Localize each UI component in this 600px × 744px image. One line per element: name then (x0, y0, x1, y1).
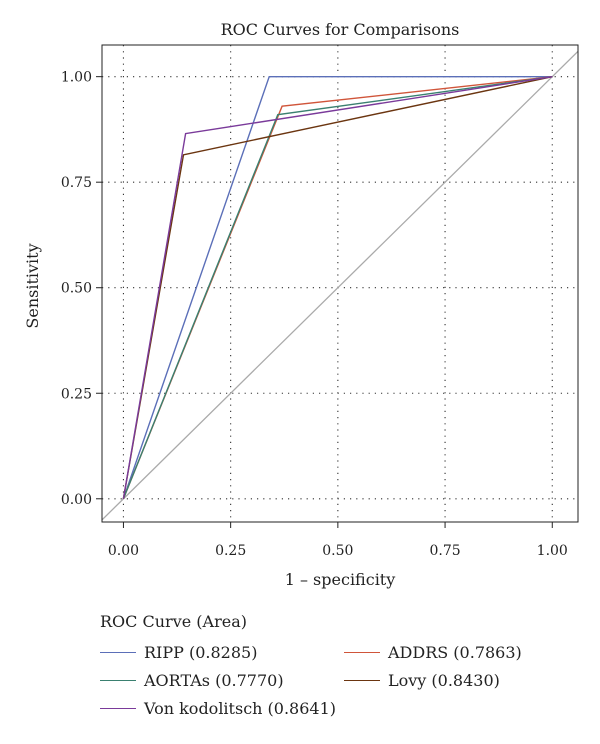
y-tick-label: 0.75 (61, 175, 92, 191)
legend: ROC Curve (Area) RIPP (0.8285) ADDRS (0.7… (100, 612, 570, 720)
legend-swatch (344, 651, 380, 653)
series-lines (122, 75, 553, 500)
y-tick-label: 0.50 (61, 281, 92, 297)
legend-item-aortas: AORTAs (0.7770) (100, 668, 344, 692)
y-tick-label: 0.00 (61, 492, 92, 508)
y-tick-label: 1.00 (61, 70, 92, 86)
chart-title: ROC Curves for Comparisons (221, 20, 460, 39)
legend-swatch (100, 651, 136, 653)
series-line-von-kodolitsch (122, 76, 553, 499)
legend-swatch (100, 679, 136, 681)
roc-chart: ROC Curves for Comparisons 0.00 0.25 0.50 0… (23, 20, 579, 589)
legend-label: ADDRS (0.7863) (388, 642, 522, 662)
legend-label: AORTAs (0.7770) (144, 670, 284, 690)
legend-label: Von kodolitsch (0.8641) (144, 698, 337, 718)
legend-title: ROC Curve (Area) (100, 612, 247, 631)
legend-item-ripp: RIPP (0.8285) (100, 640, 344, 664)
legend-swatch (100, 707, 136, 709)
reference-line (102, 50, 578, 521)
legend-items: RIPP (0.8285) ADDRS (0.7863) AORTAs (0.777… (100, 640, 570, 720)
x-tick-label: 0.25 (215, 543, 246, 559)
x-tick-label: 0.00 (108, 543, 139, 559)
x-axis-label: 1 – specificity (285, 570, 396, 589)
series-line-aortas (122, 76, 553, 500)
y-axis-label: Sensitivity (23, 243, 42, 328)
reference-diagonal (102, 50, 578, 521)
legend-item-von-kodolitsch: Von kodolitsch (0.8641) (100, 696, 344, 720)
legend-item-addrs: ADDRS (0.7863) (344, 640, 570, 664)
grid-lines (102, 45, 578, 522)
legend-item-lovy: Lovy (0.8430) (344, 668, 570, 692)
plot-frame (101, 44, 579, 523)
legend-swatch (344, 679, 380, 681)
legend-label: RIPP (0.8285) (144, 642, 258, 662)
y-tick-label: 0.25 (61, 386, 92, 402)
x-tick-label: 1.00 (537, 543, 568, 559)
legend-label: Lovy (0.8430) (388, 670, 500, 690)
axis-ticks: 0.00 0.25 0.50 0.75 1.00 0.00 0.25 0.50 0.75 1.00 (61, 70, 568, 559)
x-tick-label: 0.50 (322, 543, 353, 559)
x-tick-label: 0.75 (429, 543, 460, 559)
series-line-ripp (122, 75, 553, 500)
